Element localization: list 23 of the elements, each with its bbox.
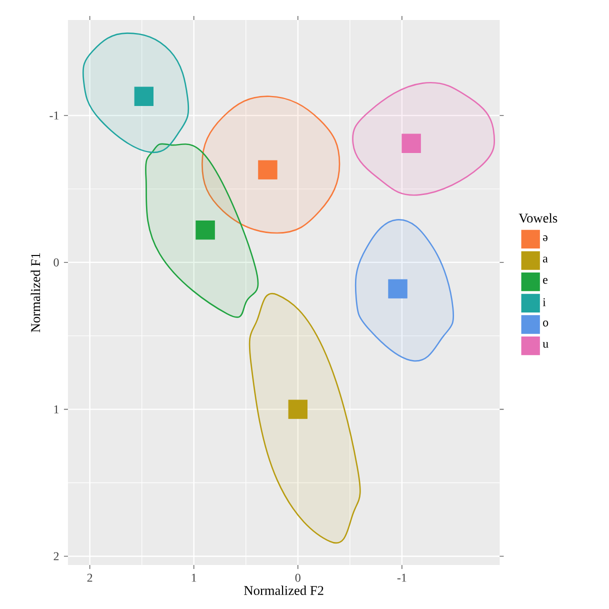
y-tick-label: 0 bbox=[54, 258, 59, 266]
point bbox=[134, 86, 154, 106]
x-tick-label: 0 bbox=[295, 574, 300, 582]
legend-label: o bbox=[543, 320, 548, 326]
x-tick-label: 2 bbox=[87, 574, 92, 582]
point bbox=[388, 279, 408, 298]
point bbox=[402, 134, 421, 153]
point bbox=[196, 220, 215, 240]
point bbox=[288, 400, 308, 419]
legend-label: u bbox=[542, 342, 548, 348]
x-tick-label: -1 bbox=[397, 574, 406, 582]
x-axis-title: Normalized F2 bbox=[244, 586, 324, 596]
y-tick-label: 2 bbox=[54, 552, 59, 560]
legend-label: i bbox=[542, 298, 546, 306]
x-tick-label: 1 bbox=[192, 574, 196, 582]
legend-label: a bbox=[543, 256, 548, 262]
point bbox=[258, 160, 278, 180]
legend-label: e bbox=[543, 278, 548, 284]
y-tick-label: -1 bbox=[50, 112, 59, 120]
legend-label: ə bbox=[543, 235, 548, 242]
y-tick-label: 1 bbox=[54, 405, 59, 414]
legend-title: Vowels bbox=[518, 213, 558, 223]
y-axis-title: Normalized F1 bbox=[30, 253, 40, 332]
